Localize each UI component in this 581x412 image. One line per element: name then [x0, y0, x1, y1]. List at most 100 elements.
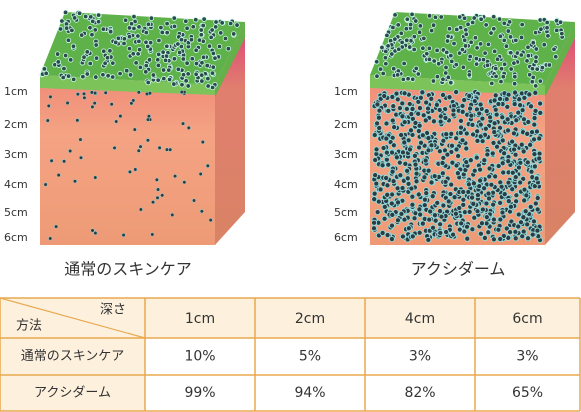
skin-particle: [131, 98, 136, 103]
skin-particle: [75, 92, 80, 97]
skin-particle: [491, 97, 498, 104]
skin-particle: [512, 228, 519, 235]
surface-particle: [485, 41, 492, 48]
skin-particle: [504, 127, 512, 134]
skin-particle: [374, 209, 381, 216]
skin-particle: [481, 185, 488, 192]
surface-particle: [472, 35, 479, 41]
surface-particle: [133, 60, 139, 66]
surface-particle: [227, 20, 234, 27]
surface-particle: [421, 35, 427, 42]
skin-particle: [154, 177, 159, 182]
skin-particle: [172, 174, 178, 179]
row-header: アクシダーム: [34, 386, 111, 401]
column-header: 2cm: [295, 311, 325, 327]
skin-particle: [412, 119, 419, 126]
surface-particle: [459, 46, 466, 53]
skin-particle: [491, 129, 498, 136]
surface-particle: [506, 19, 513, 25]
skin-particle: [532, 89, 539, 96]
surface-particle: [477, 41, 484, 47]
surface-particle: [185, 83, 191, 89]
skin-particle: [531, 151, 538, 158]
skin-particle: [404, 175, 411, 182]
skin-particle: [421, 196, 428, 203]
surface-particle: [374, 59, 380, 65]
surface-particle: [413, 18, 419, 24]
surface-particle: [379, 44, 385, 51]
depth-label: 6cm: [4, 231, 28, 244]
skin-particle: [536, 135, 543, 142]
skin-particle: [463, 145, 470, 152]
skin-particle: [530, 218, 538, 225]
surface-particle: [100, 72, 106, 78]
skin-particle: [431, 212, 439, 219]
skin-particle: [438, 213, 445, 220]
surface-particle: [545, 33, 551, 39]
surface-particle: [488, 30, 494, 36]
skin-particle: [457, 129, 464, 136]
surface-particle: [526, 72, 533, 78]
skin-particle: [534, 195, 541, 202]
skin-particle: [429, 224, 437, 231]
surface-particle: [147, 39, 154, 46]
surface-particle: [498, 78, 504, 85]
skin-particle: [448, 142, 456, 149]
skin-particle: [509, 138, 516, 145]
surface-particle: [185, 71, 191, 77]
surface-particle: [193, 47, 199, 53]
surface-particle: [206, 43, 213, 49]
skin-particle: [483, 214, 490, 221]
surface-particle: [121, 36, 128, 42]
depth-label: 5cm: [4, 206, 28, 219]
skin-particle: [146, 114, 151, 119]
skin-particle: [511, 101, 518, 108]
skin-particle: [524, 130, 531, 137]
surface-particle: [162, 57, 169, 64]
skin-particle: [437, 118, 444, 125]
table-cell: 10%: [184, 349, 215, 365]
skin-particle: [399, 100, 406, 107]
skin-particle: [406, 146, 414, 153]
surface-particle: [218, 30, 224, 36]
skin-particle: [390, 178, 397, 185]
skin-particle: [401, 216, 408, 223]
skin-particle: [208, 218, 213, 223]
surface-particle: [469, 19, 476, 26]
skin-particle: [428, 179, 435, 186]
surface-particle: [200, 22, 206, 29]
surface-particle: [59, 18, 65, 24]
skin-particle: [89, 90, 94, 95]
surface-particle: [484, 62, 491, 69]
surface-particle: [117, 70, 123, 77]
surface-particle: [382, 55, 389, 61]
skin-particle: [467, 157, 474, 164]
skin-particle: [466, 208, 473, 215]
skin-particle: [497, 235, 504, 243]
cube-front: [40, 75, 215, 245]
surface-particle: [444, 49, 450, 56]
skin-particle: [485, 195, 493, 202]
skin-particle: [168, 147, 173, 152]
surface-particle: [212, 55, 218, 61]
skin-particle: [510, 146, 518, 153]
surface-particle: [69, 27, 75, 34]
surface-particle: [491, 26, 497, 32]
surface-particle: [113, 39, 119, 46]
skin-particle: [486, 165, 493, 172]
skin-particle: [525, 118, 532, 126]
skin-particle: [509, 186, 516, 193]
skin-particle: [381, 92, 388, 100]
surface-particle: [403, 26, 410, 32]
skin-particle: [488, 181, 495, 188]
skin-particle: [453, 135, 460, 142]
skin-particle: [412, 161, 419, 168]
surface-particle: [198, 32, 204, 38]
skin-particle: [517, 219, 525, 226]
surface-particle: [434, 73, 441, 80]
surface-particle: [518, 34, 525, 41]
skin-particle: [436, 106, 443, 114]
surface-particle: [71, 76, 77, 83]
skin-particle: [439, 159, 446, 167]
